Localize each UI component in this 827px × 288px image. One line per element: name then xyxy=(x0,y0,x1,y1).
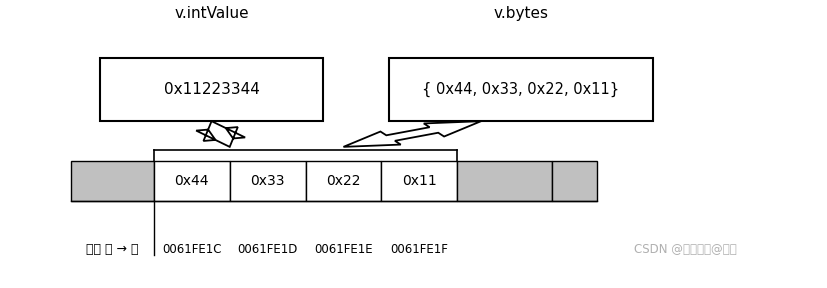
Bar xyxy=(100,58,323,121)
Text: 0061FE1E: 0061FE1E xyxy=(314,243,373,256)
Text: 0x22: 0x22 xyxy=(326,174,361,188)
Text: 0x11: 0x11 xyxy=(402,174,437,188)
Polygon shape xyxy=(343,121,481,147)
Text: v.intValue: v.intValue xyxy=(174,6,249,21)
Text: 0061FE1D: 0061FE1D xyxy=(237,243,298,256)
Bar xyxy=(457,161,552,201)
Polygon shape xyxy=(196,121,245,147)
Bar xyxy=(552,161,597,201)
Text: CSDN @饼干叔叔@海洋: CSDN @饼干叔叔@海洋 xyxy=(634,243,737,256)
Text: v.bytes: v.bytes xyxy=(493,6,548,21)
Bar xyxy=(154,161,230,201)
Bar xyxy=(381,161,457,201)
Bar xyxy=(305,161,381,201)
Bar xyxy=(71,161,154,201)
Text: 0x11223344: 0x11223344 xyxy=(164,82,260,97)
Text: { 0x44, 0x33, 0x22, 0x11}: { 0x44, 0x33, 0x22, 0x11} xyxy=(422,82,619,97)
Bar xyxy=(230,161,305,201)
Text: 0x33: 0x33 xyxy=(251,174,284,188)
Text: 地址 低 → 高: 地址 低 → 高 xyxy=(86,243,139,256)
Bar xyxy=(389,58,653,121)
Text: 0061FE1C: 0061FE1C xyxy=(162,243,222,256)
Text: 0x44: 0x44 xyxy=(174,174,209,188)
Text: 0061FE1F: 0061FE1F xyxy=(390,243,448,256)
